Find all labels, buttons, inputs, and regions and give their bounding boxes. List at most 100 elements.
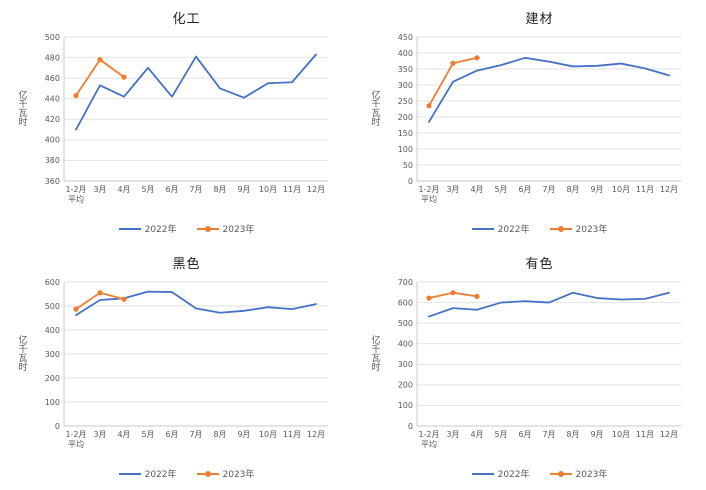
svg-text:5月: 5月 xyxy=(141,185,154,194)
svg-text:4月: 4月 xyxy=(470,185,483,194)
chart-chemical: 化工 亿千瓦时 360 380 400 420 440 460 480 500 1-2月 平均 3月… xyxy=(0,0,353,245)
legend-item-2022: 2022年 xyxy=(471,467,530,480)
chart-body: 亿千瓦时 0 100 200 300 400 500 600 700 1-2月 平均 3月 4月 5月 6… xyxy=(369,274,691,466)
svg-text:1-2月: 1-2月 xyxy=(65,185,86,194)
svg-text:460: 460 xyxy=(44,74,59,83)
svg-text:450: 450 xyxy=(397,33,412,42)
chart-body: 亿千瓦时 360 380 400 420 440 460 480 500 1-2月 平均 3月 4月 5… xyxy=(16,29,338,221)
svg-text:420: 420 xyxy=(44,115,59,124)
svg-text:10月: 10月 xyxy=(611,185,629,194)
svg-text:150: 150 xyxy=(397,129,412,138)
svg-text:4月: 4月 xyxy=(117,185,130,194)
svg-text:7月: 7月 xyxy=(542,185,555,194)
svg-text:平均: 平均 xyxy=(421,439,437,449)
svg-text:7月: 7月 xyxy=(189,430,202,439)
legend-label: 2023年 xyxy=(575,225,608,235)
svg-text:400: 400 xyxy=(397,340,412,349)
legend-item-2022: 2022年 xyxy=(118,467,177,480)
svg-text:平均: 平均 xyxy=(68,439,84,449)
legend: 2022年 2023年 xyxy=(118,222,254,235)
svg-text:5月: 5月 xyxy=(494,430,507,439)
svg-text:7月: 7月 xyxy=(542,430,555,439)
svg-text:9月: 9月 xyxy=(237,185,250,194)
svg-text:11月: 11月 xyxy=(635,185,653,194)
svg-text:0: 0 xyxy=(54,422,59,431)
chart-title: 建材 xyxy=(525,12,554,27)
svg-text:12月: 12月 xyxy=(306,185,324,194)
svg-text:600: 600 xyxy=(397,298,412,307)
svg-text:10月: 10月 xyxy=(258,430,276,439)
svg-text:6月: 6月 xyxy=(518,185,531,194)
svg-text:5月: 5月 xyxy=(141,430,154,439)
svg-text:200: 200 xyxy=(44,374,59,383)
svg-text:100: 100 xyxy=(44,398,59,407)
svg-text:11月: 11月 xyxy=(635,430,653,439)
y-axis-label: 亿千瓦时 xyxy=(369,335,380,371)
svg-text:8月: 8月 xyxy=(213,185,226,194)
line-swatch-icon xyxy=(118,227,141,230)
legend: 2022年 2023年 xyxy=(118,467,255,480)
legend-item-2023: 2023年 xyxy=(196,222,254,235)
svg-text:10月: 10月 xyxy=(611,430,629,439)
svg-text:500: 500 xyxy=(397,319,412,328)
legend-label: 2022年 xyxy=(497,225,530,235)
chart-title: 有色 xyxy=(525,257,554,272)
svg-text:5月: 5月 xyxy=(494,185,507,194)
line-swatch-icon xyxy=(471,472,494,475)
svg-text:3月: 3月 xyxy=(446,185,459,194)
line-marker-swatch-icon xyxy=(549,470,572,477)
y-axis-label: 亿千瓦时 xyxy=(369,90,380,126)
svg-text:12月: 12月 xyxy=(659,430,677,439)
legend: 2022年 2023年 xyxy=(471,467,607,480)
y-axis-label: 亿千瓦时 xyxy=(16,335,27,371)
svg-text:700: 700 xyxy=(397,278,412,287)
svg-text:4月: 4月 xyxy=(117,430,130,439)
svg-text:4月: 4月 xyxy=(470,430,483,439)
svg-text:6月: 6月 xyxy=(518,430,531,439)
svg-text:8月: 8月 xyxy=(566,430,579,439)
svg-text:0: 0 xyxy=(407,177,412,186)
svg-text:11月: 11月 xyxy=(282,430,300,439)
svg-text:200: 200 xyxy=(397,113,412,122)
svg-text:1-2月: 1-2月 xyxy=(418,430,439,439)
svg-text:7月: 7月 xyxy=(189,185,202,194)
svg-text:8月: 8月 xyxy=(566,185,579,194)
svg-text:600: 600 xyxy=(44,278,59,287)
legend-label: 2022年 xyxy=(144,225,177,235)
svg-text:250: 250 xyxy=(397,97,412,106)
line-marker-swatch-icon xyxy=(196,225,219,232)
legend-label: 2022年 xyxy=(497,470,530,480)
legend: 2022年 2023年 xyxy=(471,222,608,235)
svg-text:3月: 3月 xyxy=(446,430,459,439)
svg-text:480: 480 xyxy=(44,53,59,62)
svg-text:360: 360 xyxy=(44,177,59,186)
line-swatch-icon xyxy=(471,227,494,230)
svg-text:6月: 6月 xyxy=(165,430,178,439)
legend-item-2023: 2023年 xyxy=(549,467,607,480)
svg-text:3月: 3月 xyxy=(93,185,106,194)
svg-text:500: 500 xyxy=(44,302,59,311)
svg-text:100: 100 xyxy=(397,401,412,410)
chart-title: 黑色 xyxy=(172,257,201,272)
svg-text:50: 50 xyxy=(402,161,412,170)
svg-text:9月: 9月 xyxy=(237,430,250,439)
svg-text:100: 100 xyxy=(397,145,412,154)
svg-text:12月: 12月 xyxy=(659,185,677,194)
svg-text:6月: 6月 xyxy=(165,185,178,194)
svg-text:11月: 11月 xyxy=(282,185,300,194)
legend-item-2022: 2022年 xyxy=(471,222,530,235)
legend-item-2022: 2022年 xyxy=(118,222,177,235)
svg-text:300: 300 xyxy=(44,350,59,359)
svg-text:400: 400 xyxy=(44,326,59,335)
svg-text:10月: 10月 xyxy=(258,185,276,194)
chart-body: 亿千瓦时 0 100 200 300 400 500 600 1-2月 平均 3月 4月 5月 6月 7月… xyxy=(16,274,338,466)
svg-text:440: 440 xyxy=(44,95,59,104)
chart-body: 亿千瓦时 0 50 100 150 200 250 300 350 400 450 1-2月 平均 3月… xyxy=(369,29,691,221)
svg-text:平均: 平均 xyxy=(421,194,437,204)
legend-label: 2023年 xyxy=(222,470,255,480)
